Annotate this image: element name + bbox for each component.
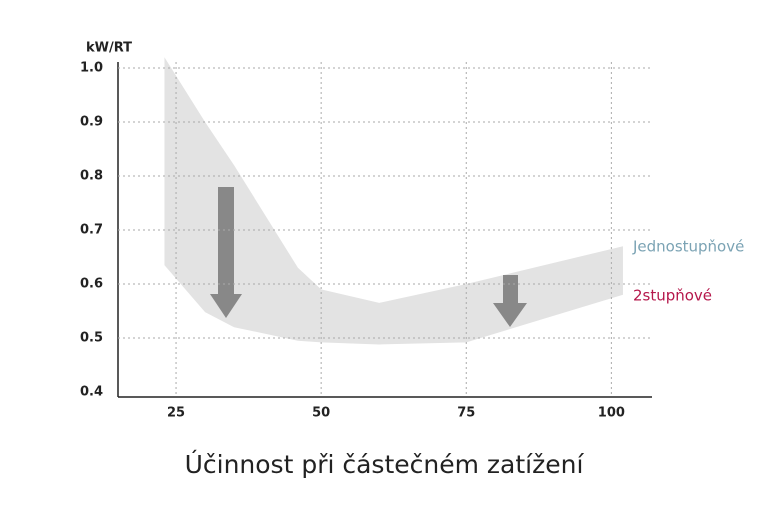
x-tick-label: 50 <box>312 406 330 421</box>
x-axis-label: Účinnost při částečném zatížení <box>185 449 585 479</box>
y-tick-label: 0.6 <box>80 277 103 292</box>
y-tick-label: 0.8 <box>80 169 103 184</box>
legend-entry: Jednostupňové <box>632 238 744 256</box>
arrow <box>210 187 242 318</box>
band-area <box>164 57 623 345</box>
x-tick-label: 25 <box>167 406 185 421</box>
y-tick-label: 1.0 <box>80 61 103 76</box>
y-tick-label: 0.5 <box>80 331 103 346</box>
arrow <box>493 275 527 327</box>
y-tick-label: 0.9 <box>80 115 103 130</box>
y-tick-label: 0.4 <box>80 385 103 400</box>
y-axis-label: kW/RT <box>86 41 132 56</box>
x-tick-label: 100 <box>598 406 625 421</box>
arrows <box>210 187 527 327</box>
legend-entry: 2stupňové <box>633 286 712 304</box>
x-tick-label: 75 <box>457 406 475 421</box>
y-tick-label: 0.7 <box>80 223 103 238</box>
